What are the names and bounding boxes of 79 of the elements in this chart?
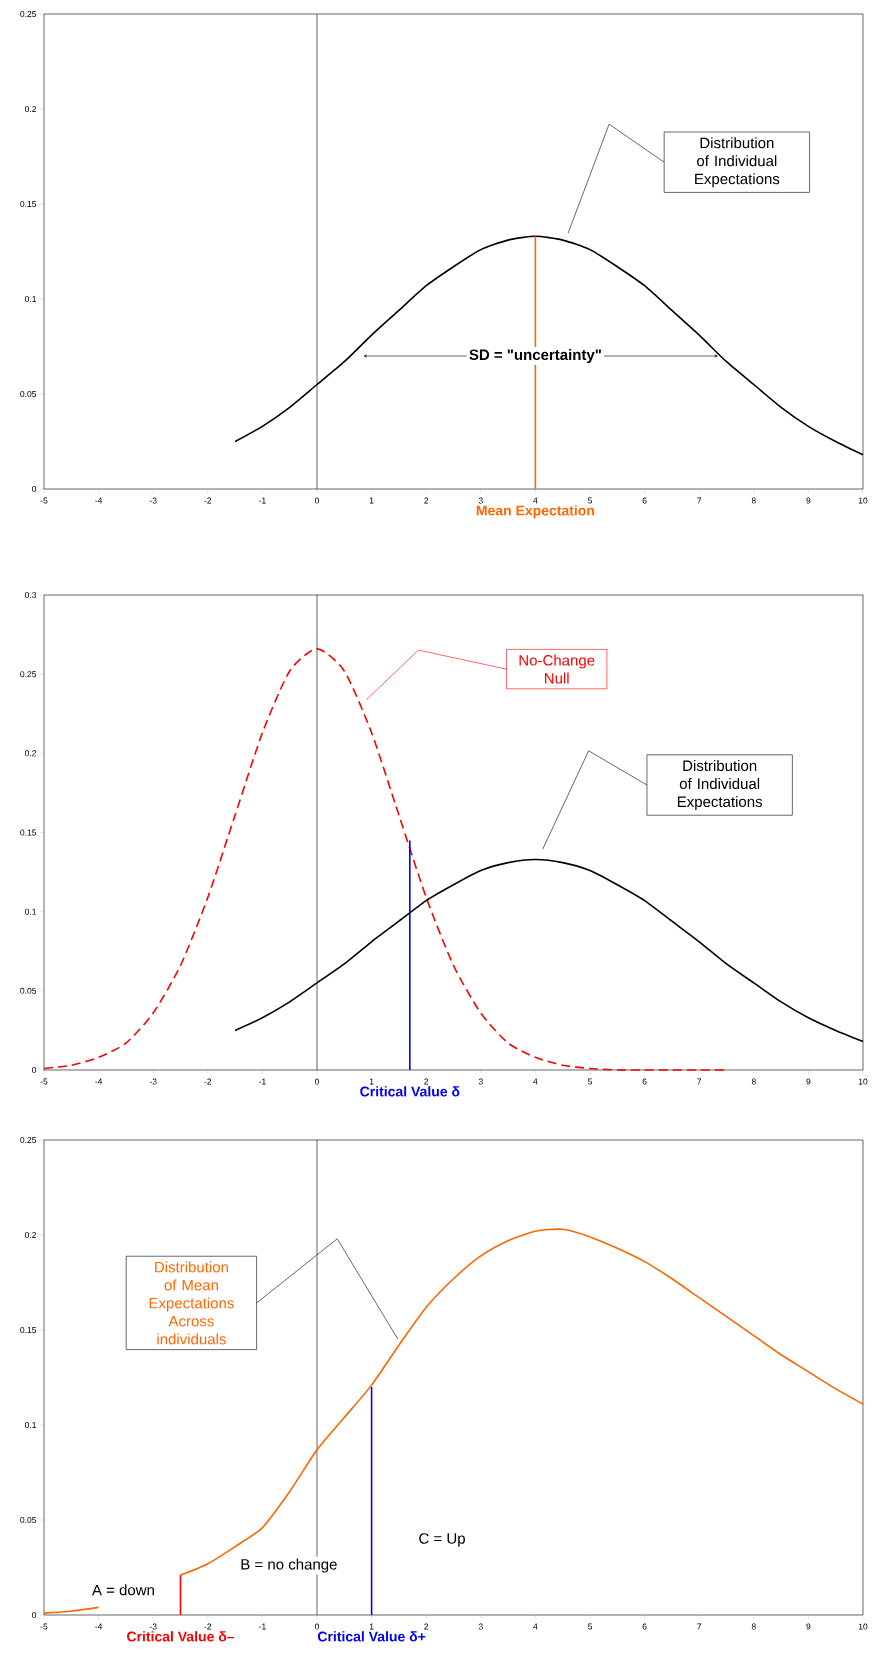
x-tick-label: 5	[587, 1623, 593, 1630]
x-tick-label: 1	[369, 1623, 374, 1630]
x-tick-label: -3	[149, 497, 157, 504]
annotation: Mean Expectation	[476, 505, 595, 519]
y-tick-label: 0.25	[20, 11, 37, 18]
x-tick-label: -1	[259, 1078, 266, 1085]
x-tick-label: -4	[95, 1078, 103, 1085]
x-tick-label: 10	[858, 497, 868, 504]
x-tick-label: 5	[587, 1078, 593, 1085]
x-tick-label: -5	[40, 1623, 48, 1630]
x-tick-label: -1	[259, 1623, 266, 1630]
x-tick-label: -2	[204, 497, 212, 504]
y-tick-label: 0.15	[20, 829, 37, 836]
annotation: Critical Value δ+	[317, 1631, 426, 1642]
y-tick-label: 0.1	[24, 1422, 37, 1429]
annotation: C = Up	[419, 1533, 465, 1547]
x-tick-label: 2	[424, 1078, 429, 1085]
y-tick-label: 0.2	[24, 750, 37, 757]
x-tick-label: 8	[751, 1623, 756, 1630]
annotation: Critical Value δ	[360, 1086, 460, 1097]
x-tick-label: 6	[642, 1623, 647, 1630]
x-tick-label: -4	[95, 1623, 103, 1630]
x-tick-label: 1	[369, 497, 374, 504]
y-tick-label: 0.05	[20, 1517, 37, 1524]
x-tick-label: 8	[751, 497, 756, 504]
y-tick-label: 0.05	[20, 987, 37, 994]
x-tick-label: 9	[806, 497, 811, 504]
x-tick-label: 6	[642, 1078, 647, 1085]
x-tick-label: 4	[533, 1623, 538, 1630]
x-tick-label: 3	[478, 1623, 483, 1630]
x-tick-label: 10	[858, 1078, 868, 1085]
y-tick-label: 0.1	[24, 908, 37, 915]
y-tick-label: 0.05	[20, 391, 37, 398]
annotation: Distribution of Individual Expectations	[677, 760, 763, 810]
x-tick-label: 2	[424, 1623, 429, 1630]
x-tick-label: -3	[149, 1078, 157, 1085]
x-tick-label: 9	[806, 1078, 811, 1085]
annotation: SD = "uncertainty"	[469, 349, 601, 363]
y-tick-label: 0.15	[20, 201, 37, 208]
y-tick-label: 0	[32, 1612, 37, 1619]
x-tick-label: 10	[858, 1623, 868, 1630]
y-tick-label: 0.2	[24, 1232, 37, 1239]
x-tick-label: -2	[204, 1078, 212, 1085]
annotation: A = down	[91, 1584, 154, 1596]
x-tick-label: 0	[314, 1078, 320, 1085]
x-tick-label: -5	[40, 1078, 48, 1085]
y-tick-label: 0	[32, 486, 37, 493]
annotation: B = no change	[241, 1558, 337, 1573]
x-tick-label: 7	[697, 497, 702, 504]
x-tick-label: 0	[314, 1623, 320, 1630]
y-tick-label: 0.3	[24, 592, 37, 599]
y-tick-label: 0.1	[24, 296, 37, 303]
x-tick-label: 5	[587, 497, 593, 504]
x-tick-label: 0	[314, 497, 320, 504]
x-tick-label: 1	[369, 1078, 374, 1085]
x-tick-label: 6	[642, 497, 647, 504]
annotation: Critical Value δ–	[127, 1631, 235, 1642]
x-tick-label: 4	[533, 497, 538, 504]
y-tick-label: 0.2	[24, 106, 37, 113]
x-tick-label: 9	[806, 1623, 811, 1630]
x-tick-label: 2	[424, 497, 429, 504]
x-tick-label: -2	[204, 1623, 212, 1630]
y-tick-label: 0.15	[20, 1327, 37, 1334]
x-tick-label: -1	[259, 497, 266, 504]
y-tick-label: 0	[32, 1067, 37, 1074]
annotation: Distribution of Individual Expectations	[695, 137, 780, 188]
y-tick-label: 0.25	[20, 671, 37, 678]
x-tick-label: 4	[533, 1078, 538, 1085]
annotation: No-Change Null	[519, 654, 595, 684]
x-tick-label: -4	[95, 497, 103, 504]
annotation: Distribution of Mean Expectations Across individuals	[149, 1261, 234, 1345]
x-tick-label: 3	[478, 1078, 483, 1085]
x-tick-label: 7	[697, 1623, 702, 1630]
x-tick-label: -3	[149, 1623, 157, 1630]
x-tick-label: 3	[478, 497, 483, 504]
x-tick-label: -5	[40, 497, 48, 504]
x-tick-label: 8	[751, 1078, 756, 1085]
x-tick-label: 7	[697, 1078, 702, 1085]
y-tick-label: 0.25	[20, 1137, 37, 1144]
